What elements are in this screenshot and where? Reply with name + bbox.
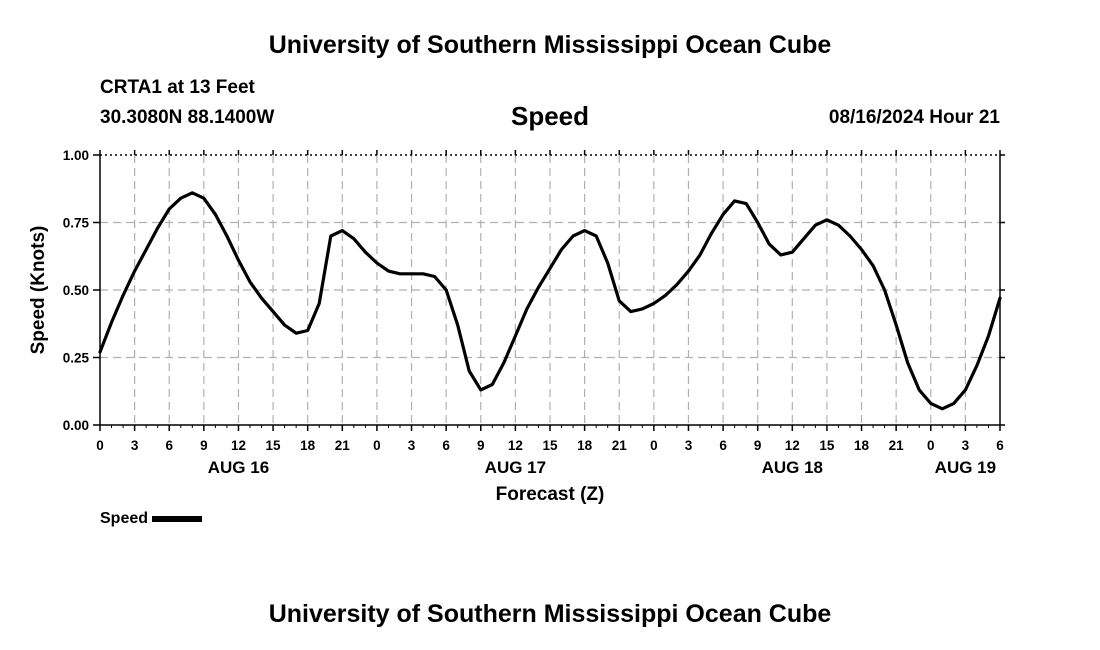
y-axis-title: Speed (Knots) (28, 226, 49, 355)
axis-layer (93, 150, 1005, 431)
x-tick-label: 6 (442, 438, 450, 453)
x-tick-label: 0 (650, 438, 658, 453)
x-tick-label: 12 (508, 438, 523, 453)
x-tick-label: 0 (373, 438, 381, 453)
chart-title: Speed (510, 101, 590, 131)
grid-layer (100, 155, 1000, 425)
y-tick-label: 0.75 (63, 216, 90, 231)
x-tick-label: 6 (996, 438, 1004, 453)
x-tick-label: 15 (542, 438, 558, 453)
x-tick-label: 9 (754, 438, 762, 453)
series-layer (98, 191, 1002, 411)
day-label: AUG 18 (762, 458, 823, 477)
day-label: AUG 19 (935, 458, 996, 477)
x-axis-title: Forecast (Z) (496, 484, 605, 505)
x-tick-label: 3 (685, 438, 693, 453)
legend-label: Speed (100, 510, 149, 527)
series-line-speed (98, 191, 1002, 411)
x-tick-label: 18 (577, 438, 593, 453)
forecast-datetime: 08/16/2024 Hour 21 (828, 107, 1000, 128)
legend-swatch (152, 516, 203, 522)
x-tick-label: 15 (266, 438, 282, 453)
x-tick-label: 6 (165, 438, 173, 453)
x-tick-label: 3 (131, 438, 139, 453)
station-coordinates: 30.3080N 88.1400W (100, 107, 275, 128)
y-tick-label: 1.00 (63, 148, 89, 163)
x-tick-label: 12 (231, 438, 246, 453)
x-tick-label: 15 (819, 438, 835, 453)
x-tick-label: 0 (927, 438, 935, 453)
x-tick-label: 21 (335, 438, 351, 453)
y-tick-label: 0.50 (63, 283, 89, 298)
x-tick-label: 18 (854, 438, 870, 453)
station-label: CRTA1 at 13 Feet (100, 77, 255, 98)
x-tick-label: 3 (962, 438, 970, 453)
y-tick-label: 0.25 (63, 351, 90, 366)
day-label: AUG 16 (208, 458, 269, 477)
x-tick-label: 18 (300, 438, 316, 453)
x-tick-label: 21 (612, 438, 628, 453)
legend: Speed (100, 510, 203, 528)
label-layer: 0 3 6 9 12 15 18 21 0 3 6 9 12 15 18 21 0 3 6 9 12 15 18 21 0 3 6 0… (28, 148, 1004, 505)
y-tick-label: 0.00 (63, 418, 89, 433)
x-tick-label: 9 (200, 438, 208, 453)
x-tick-label: 0 (96, 438, 104, 453)
footer-title: University of Southern Mississippi Ocean… (268, 600, 832, 628)
x-tick-label: 12 (785, 438, 800, 453)
page-title: University of Southern Mississippi Ocean… (268, 31, 832, 59)
x-tick-label: 9 (477, 438, 485, 453)
day-label: AUG 17 (485, 458, 546, 477)
x-tick-label: 21 (889, 438, 905, 453)
x-tick-label: 3 (408, 438, 416, 453)
x-tick-label: 6 (719, 438, 727, 453)
